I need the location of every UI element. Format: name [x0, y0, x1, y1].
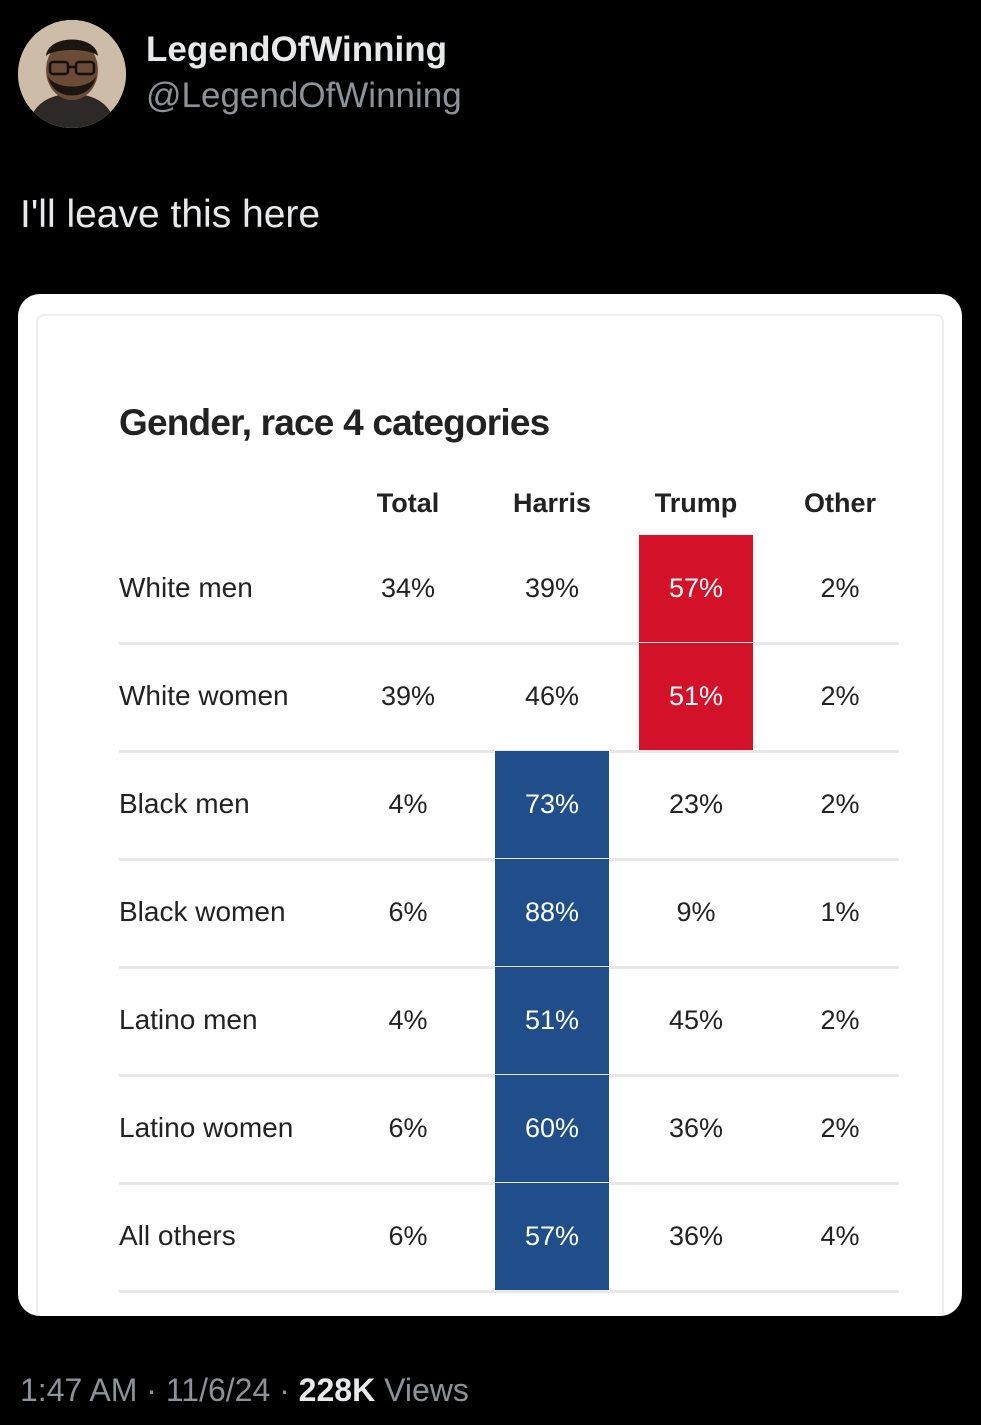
leader-highlight-trump — [639, 643, 753, 752]
user-handle[interactable]: @LegendOfWinning — [146, 76, 462, 115]
cell-trump: 45% — [668, 1005, 724, 1035]
views-label: Views — [384, 1372, 469, 1408]
cell-trump: 9% — [676, 897, 716, 927]
row-label: All others — [119, 1220, 236, 1251]
cell-harris: 51% — [524, 1005, 580, 1035]
cell-total: 6% — [388, 897, 428, 927]
tweet-media-image[interactable]: Gender, race 4 categories Total Harris T… — [18, 294, 962, 1316]
row-divider — [119, 1290, 899, 1293]
row-label: Latino women — [119, 1112, 294, 1143]
column-header-harris: Harris — [512, 488, 592, 518]
leader-highlight-harris — [495, 967, 609, 1076]
avatar-image — [18, 20, 126, 128]
cell-trump: 23% — [668, 789, 724, 819]
cell-trump: 36% — [668, 1221, 724, 1251]
cell-total: 4% — [388, 789, 428, 819]
row-label: Black men — [119, 788, 250, 819]
avatar[interactable] — [18, 20, 126, 128]
cell-other: 2% — [820, 789, 860, 819]
leader-highlight-harris — [495, 751, 609, 860]
cell-other: 2% — [820, 1113, 860, 1143]
cell-other: 4% — [820, 1221, 860, 1251]
column-header-trump: Trump — [654, 488, 738, 518]
cell-total: 4% — [388, 1005, 428, 1035]
separator-dot: · — [146, 1372, 157, 1408]
cell-harris: 73% — [524, 789, 580, 819]
row-label: White women — [119, 680, 289, 711]
cell-harris: 46% — [524, 681, 580, 711]
cell-harris: 39% — [524, 573, 580, 603]
cell-harris: 88% — [524, 897, 580, 927]
cell-other: 2% — [820, 681, 860, 711]
cell-other: 2% — [820, 573, 860, 603]
tweet-meta: 1:47 AM · 11/6/24 · 228K Views — [20, 1372, 469, 1409]
results-table-card: Gender, race 4 categories Total Harris T… — [36, 314, 944, 1316]
row-label: White men — [119, 572, 253, 603]
views-count: 228K — [298, 1372, 376, 1408]
table-title: Gender, race 4 categories — [119, 402, 550, 443]
cell-trump: 36% — [668, 1113, 724, 1143]
separator-dot: · — [279, 1372, 290, 1408]
cell-harris: 60% — [524, 1113, 580, 1143]
cell-trump: 57% — [668, 573, 724, 603]
row-label: Black women — [119, 896, 286, 927]
row-divider — [119, 642, 899, 645]
cell-total: 6% — [388, 1113, 428, 1143]
cell-other: 2% — [820, 1005, 860, 1035]
column-header-other: Other — [803, 488, 876, 518]
display-name[interactable]: LegendOfWinning — [146, 30, 448, 69]
row-label: Latino men — [119, 1004, 258, 1035]
leader-highlight-harris — [495, 1183, 609, 1292]
leader-highlight-harris — [495, 1075, 609, 1184]
leader-highlight-harris — [495, 859, 609, 968]
cell-total: 39% — [380, 681, 436, 711]
cell-trump: 51% — [668, 681, 724, 711]
tweet-text: I'll leave this here — [20, 193, 321, 236]
cell-harris: 57% — [524, 1221, 580, 1251]
cell-total: 34% — [380, 573, 436, 603]
leader-highlight-trump — [639, 535, 753, 644]
tweet-date[interactable]: 11/6/24 — [165, 1372, 271, 1408]
cell-total: 6% — [388, 1221, 428, 1251]
cell-other: 1% — [820, 897, 860, 927]
tweet-time[interactable]: 1:47 AM — [20, 1372, 138, 1408]
column-header-total: Total — [376, 488, 440, 518]
